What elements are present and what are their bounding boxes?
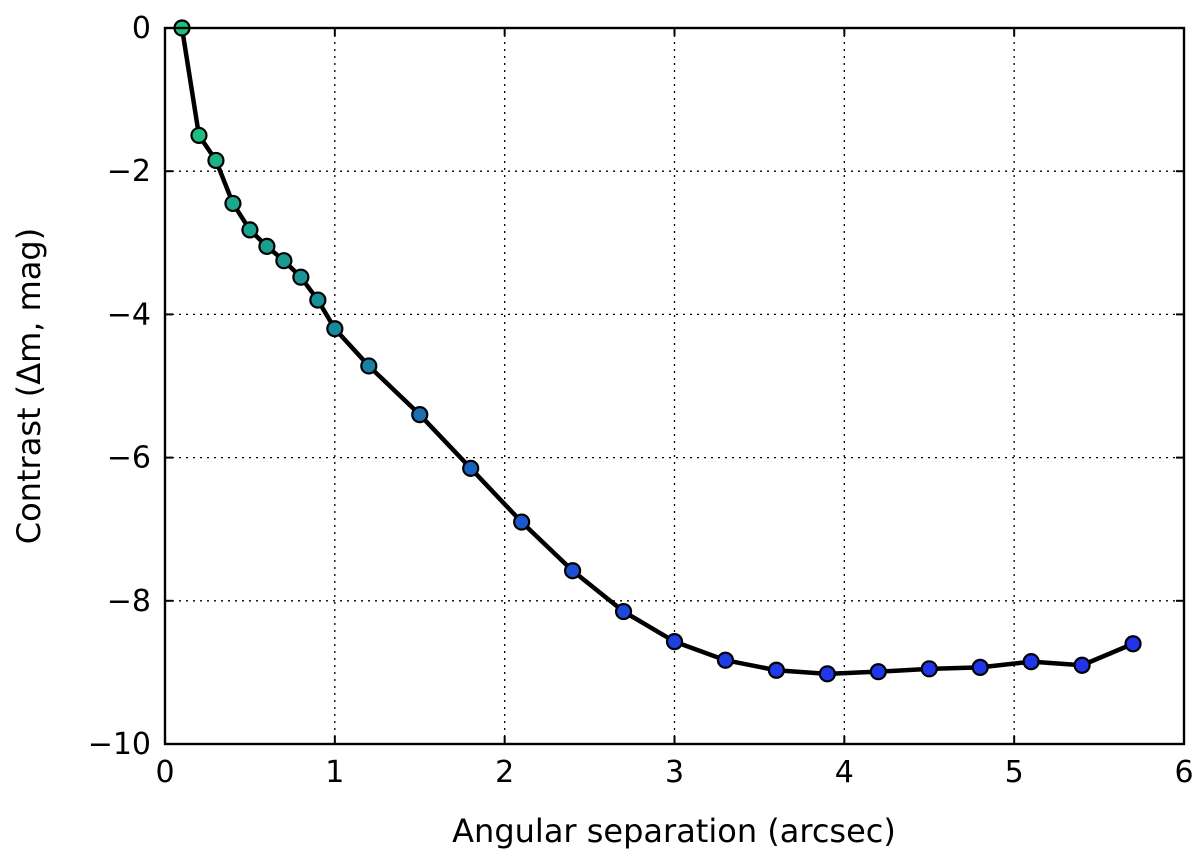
x-tick-label: 2 [495,755,514,790]
y-tick-label: −6 [107,441,151,476]
y-tick-label: −8 [107,584,151,619]
data-point [275,252,293,270]
data-point [920,660,938,678]
data-point [665,633,684,651]
y-tick-labels: 0 −2 −4 −6 −8 −10 [88,11,151,762]
series-line [179,27,1134,677]
x-tick-label: 0 [155,755,174,790]
x-tick-labels: 0 1 2 3 4 5 6 [155,755,1193,790]
y-tick-label: 0 [132,11,151,46]
data-point [462,459,480,477]
data-point [971,658,989,676]
data-point [716,651,735,669]
grid [165,28,1184,744]
data-point [292,268,310,286]
x-tick-label: 3 [665,755,684,790]
y-tick-label: −2 [107,154,151,189]
data-point [1073,656,1091,674]
data-point [563,562,582,580]
data-point [360,357,378,375]
x-tick-label: 6 [1174,755,1193,790]
data-point [411,406,429,424]
x-tick-label: 4 [835,755,854,790]
x-tick-label: 1 [325,755,344,790]
data-point [869,663,887,681]
data-point [1124,635,1142,653]
y-axis-label: Contrast (Δm, mag) [10,228,48,544]
data-point [767,661,786,679]
data-point [258,237,276,255]
data-point [513,513,531,531]
data-point [818,665,836,683]
data-point [241,221,259,239]
data-point [207,151,225,170]
x-axis-label: Angular separation (arcsec) [452,812,896,850]
data-point [326,320,344,338]
y-tick-label: −4 [107,297,151,332]
data-point [309,291,327,309]
data-point [614,602,633,621]
data-point [1022,653,1040,671]
data-points [173,19,1142,683]
y-tick-label: −10 [88,727,151,762]
tick-marks [164,27,1185,745]
data-point [190,126,208,144]
series-line-group [179,27,1134,677]
x-tick-label: 5 [1005,755,1024,790]
data-point [224,194,242,213]
